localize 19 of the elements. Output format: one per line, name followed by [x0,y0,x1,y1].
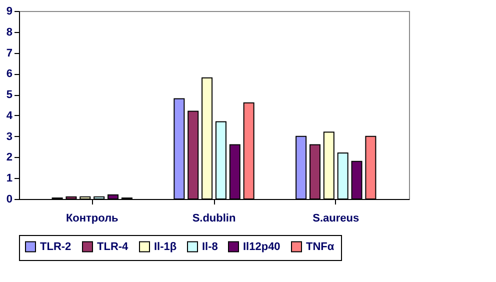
y-tick-label: 3 [6,130,12,143]
x-tick-label: Контроль [66,212,119,224]
y-tick-label: 6 [6,68,12,80]
y-tick-label: 1 [6,172,12,185]
x-tick-label: S.aureus [312,212,360,224]
legend-label: TNFα [306,240,334,253]
y-tick-label: 4 [6,110,14,122]
legend-label: TLR-4 [97,240,130,253]
y-tick-label: 8 [6,26,12,38]
legend-label: Il12p40 [243,240,280,253]
x-tick-label: S.dublin [192,212,236,224]
legend-label: TLR-2 [40,240,72,253]
legend-label: Il-8 [202,240,218,253]
y-tick-label: 5 [6,89,12,102]
y-tick-label: 7 [6,47,12,60]
legend-label: Il-1β [154,240,177,253]
y-tick-label: 2 [6,152,12,164]
y-tick-label: 0 [6,194,12,206]
y-tick-label: 9 [6,6,12,18]
